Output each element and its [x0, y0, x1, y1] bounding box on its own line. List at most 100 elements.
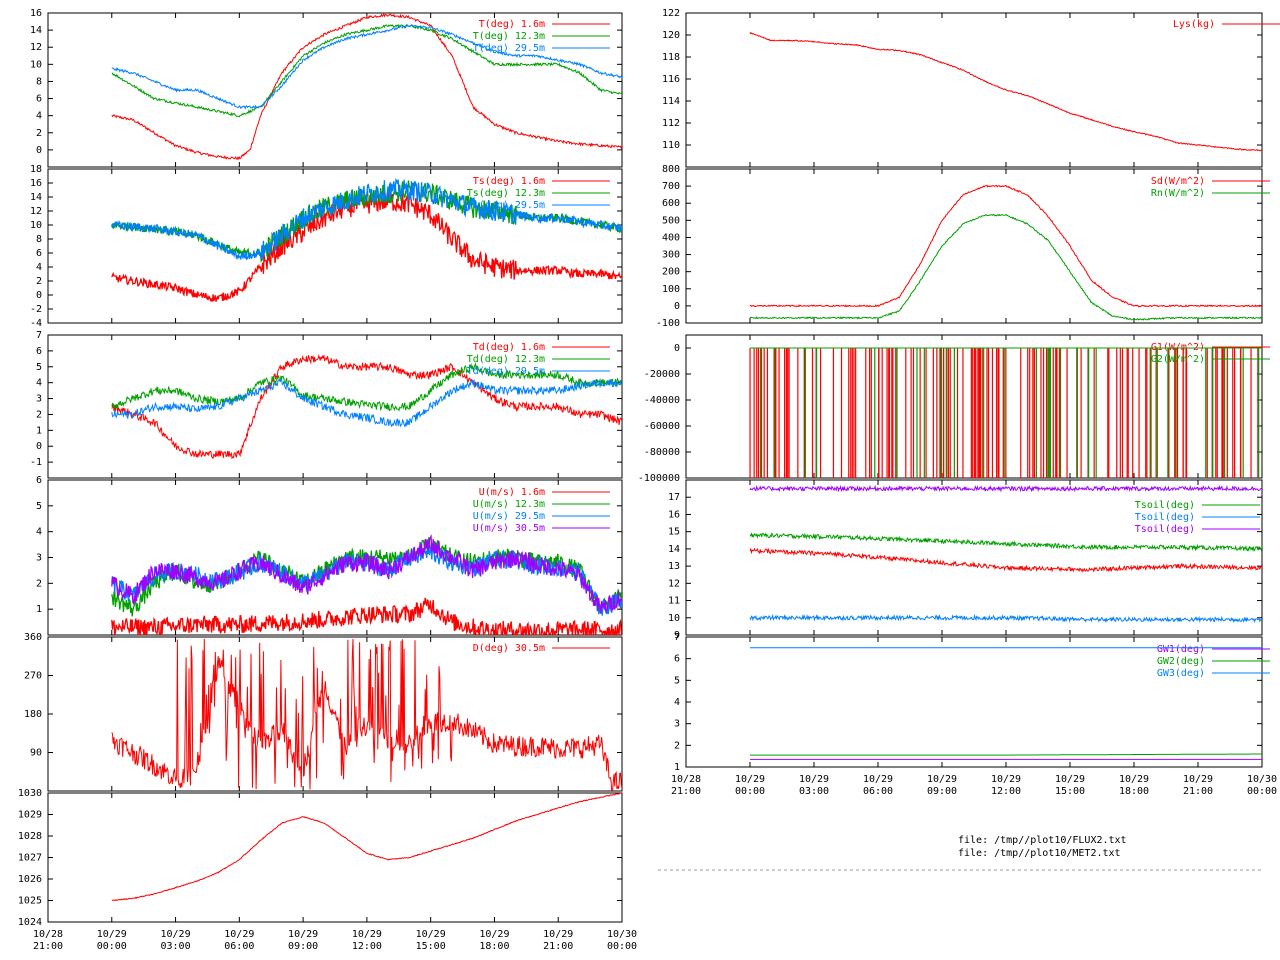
tsoil-series-0	[749, 532, 1262, 552]
temp-ytick-label: 12	[30, 42, 42, 53]
wind-legend-label: U(m/s) 12.3m	[473, 499, 545, 510]
x-tick-time: 06:00	[224, 941, 254, 952]
x-tick-date: 10/29	[479, 929, 509, 940]
x-tick-date: 10/29	[1119, 774, 1149, 785]
dir-ytick-label: 180	[24, 709, 42, 720]
lys-ytick-label: 112	[662, 118, 680, 129]
x-tick-time: 21:00	[1183, 786, 1213, 797]
td-ytick-label: 6	[36, 346, 42, 357]
gflux-ytick-label: 0	[674, 343, 680, 354]
pres-ytick-label: 1026	[18, 874, 42, 885]
x-tick-date: 10/28	[671, 774, 701, 785]
x-tick-date: 10/29	[288, 929, 318, 940]
tsonic-ytick-label: 16	[30, 178, 42, 189]
rad-ytick-label: 600	[662, 198, 680, 209]
x-tick-time: 12:00	[991, 786, 1021, 797]
rad-ytick-label: 700	[662, 181, 680, 192]
temp-ytick-label: 2	[36, 128, 42, 139]
tsoil-ytick-label: 11	[668, 596, 680, 607]
tsoil-ytick-label: 14	[668, 544, 680, 555]
rad-legend-label: Sd(W/m^2)	[1151, 176, 1205, 187]
x-tick-time: 06:00	[863, 786, 893, 797]
wind-ytick-label: 5	[36, 501, 42, 512]
lys-ytick-label: 114	[662, 96, 680, 107]
x-tick-time: 12:00	[352, 941, 382, 952]
x-tick-time: 00:00	[97, 941, 127, 952]
td-series-0	[111, 354, 622, 460]
lys-ytick-label: 110	[662, 140, 680, 151]
td-series-1	[111, 362, 622, 412]
x-tick-time: 21:00	[543, 941, 573, 952]
x-tick-date: 10/28	[33, 929, 63, 940]
file-note: file: /tmp//plot10/MET2.txt	[958, 848, 1121, 859]
tsoil-legend-label: Tsoil(deg)	[1135, 524, 1195, 535]
gw-legend-label: GW1(deg)	[1157, 644, 1205, 655]
lys-frame	[685, 12, 1263, 168]
tsoil-ytick-label: 10	[668, 613, 680, 624]
x-tick-time: 00:00	[735, 786, 765, 797]
tsonic-ytick-label: 2	[36, 276, 42, 287]
tsoil-ytick-label: 13	[668, 561, 680, 572]
rad-ytick-label: 400	[662, 232, 680, 243]
x-tick-date: 10/29	[991, 774, 1021, 785]
x-tick-time: 18:00	[479, 941, 509, 952]
pres-ytick-label: 1025	[18, 896, 42, 907]
tsoil-ytick-label: 9	[674, 630, 680, 641]
wind-legend-label: U(m/s) 30.5m	[473, 523, 545, 534]
temp-legend-label: T(deg) 29.5m	[473, 43, 545, 54]
temp-ytick-label: 8	[36, 76, 42, 87]
x-tick-date: 10/29	[352, 929, 382, 940]
dir-series-0	[111, 638, 622, 791]
x-tick-time: 00:00	[1247, 786, 1277, 797]
gw-ytick-label: 3	[674, 719, 680, 730]
pres-ytick-label: 1030	[18, 788, 42, 799]
tsoil-series-2	[749, 484, 1262, 493]
tsonic-legend-label: Ts(deg) 12.3m	[467, 188, 545, 199]
gflux-legend-label: G2(W/m^2)	[1151, 354, 1205, 365]
td-frame	[47, 334, 623, 479]
td-series-2	[111, 377, 622, 428]
x-tick-date: 10/29	[799, 774, 829, 785]
lys-ytick-label: 118	[662, 52, 680, 63]
temp-ytick-label: 16	[30, 8, 42, 19]
gflux-ytick-label: -80000	[644, 447, 680, 458]
tsonic-ytick-label: -4	[30, 318, 42, 329]
lys-series-0	[749, 32, 1262, 152]
x-tick-date: 10/30	[1247, 774, 1277, 785]
tsoil-ytick-label: 15	[668, 527, 680, 538]
gflux-ytick-label: -20000	[644, 369, 680, 380]
td-ytick-label: 7	[36, 330, 42, 341]
lys-ytick-label: 122	[662, 8, 680, 19]
lys-ytick-label: 120	[662, 30, 680, 41]
lys-legend-label: Lys(kg)	[1173, 19, 1215, 30]
wind-ytick-label: 1	[36, 604, 42, 615]
td-ytick-label: 2	[36, 409, 42, 420]
tsonic-ytick-label: 10	[30, 220, 42, 231]
td-legend-label: Td(deg) 12.3m	[467, 354, 545, 365]
wind-ytick-label: 3	[36, 553, 42, 564]
pres-ytick-label: 1027	[18, 853, 42, 864]
gw-legend-label: GW3(deg)	[1157, 668, 1205, 679]
file-note: file: /tmp//plot10/FLUX2.txt	[958, 835, 1127, 846]
wind-legend-label: U(m/s) 29.5m	[473, 511, 545, 522]
gw-ytick-label: 4	[674, 697, 680, 708]
temp-frame	[47, 12, 623, 168]
rad-ytick-label: -100	[656, 318, 680, 329]
gflux-ytick-label: -100000	[638, 473, 680, 484]
rad-legend-label: Rn(W/m^2)	[1151, 188, 1205, 199]
x-tick-time: 00:00	[607, 941, 637, 952]
tsonic-ytick-label: 14	[30, 192, 42, 203]
tsoil-ytick-label: 12	[668, 578, 680, 589]
pres-ytick-label: 1028	[18, 831, 42, 842]
rad-frame	[685, 168, 1263, 324]
gw-ytick-label: 6	[674, 654, 680, 665]
rad-ytick-label: 800	[662, 164, 680, 175]
gw-ytick-label: 5	[674, 675, 680, 686]
rad-series-0	[749, 184, 1262, 308]
x-tick-time: 03:00	[161, 941, 191, 952]
tsoil-legend-label: Tsoil(deg)	[1135, 512, 1195, 523]
rad-ytick-label: 200	[662, 267, 680, 278]
rad-ytick-label: 100	[662, 284, 680, 295]
tsoil-frame	[685, 479, 1263, 636]
